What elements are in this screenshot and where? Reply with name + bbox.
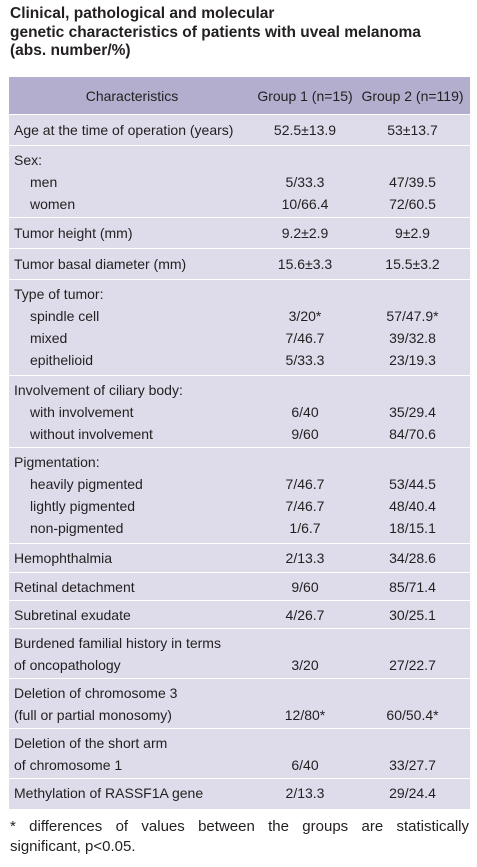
row-label: Methylation of RASSF1A gene	[14, 785, 204, 801]
footnote: * differences of values between the grou…	[10, 818, 469, 855]
group2-value: 84/70.6	[389, 426, 436, 442]
sub-label-light: lightly pigmented	[30, 498, 136, 514]
row-label: Involvement of ciliary body:	[14, 382, 183, 398]
row-label: Type of tumor:	[14, 286, 104, 302]
table-row-pigmentation: Pigmentation: heavily pigmented lightly …	[9, 448, 470, 544]
row-label: Tumor basal diameter (mm)	[14, 256, 187, 272]
row-label-line-2: (full or partial monosomy)	[14, 707, 172, 723]
group2-value: 23/19.3	[389, 352, 436, 368]
table-row-basal-diameter: Tumor basal diameter (mm) 15.6±3.3 15.5±…	[9, 249, 470, 280]
row-label-line-2: of chromosome 1	[14, 757, 123, 773]
row-label-line-2: of oncopathology	[14, 657, 121, 673]
row-label: Sex:	[14, 152, 43, 168]
group1-value: 5/33.3	[285, 352, 325, 368]
title-line-1: Clinical, pathological and molecular	[10, 5, 275, 22]
table-header: Characteristics Group 1 (n=15) Group 2 (…	[9, 77, 470, 115]
row-label-line-1: Deletion of the short arm	[14, 735, 168, 751]
row-label-line-1: Deletion of chromosome 3	[14, 685, 178, 701]
group2-value: 27/22.7	[389, 657, 436, 673]
sub-label-heavy: heavily pigmented	[30, 476, 143, 492]
table-row-age: Age at the time of operation (years) 52.…	[9, 115, 470, 146]
row-label-line-1: Burdened familial history in terms	[14, 635, 221, 651]
group2-value: 53±13.7	[387, 122, 438, 138]
group2-value: 35/29.4	[389, 404, 436, 420]
table-row-tumor-height: Tumor height (mm) 9.2±2.9 9±2.9	[9, 218, 470, 249]
table-title: Clinical, pathological and molecular gen…	[10, 5, 470, 61]
sub-label-epithelioid: epithelioid	[30, 352, 94, 368]
group2-value: 39/32.8	[389, 330, 436, 346]
group1-value: 5/33.3	[285, 174, 325, 190]
group2-value: 33/27.7	[389, 757, 436, 773]
sub-label-spindle: spindle cell	[30, 308, 100, 324]
group2-value: 85/71.4	[389, 579, 436, 595]
group1-value: 10/66.4	[281, 196, 329, 212]
group1-value: 7/46.7	[285, 476, 325, 492]
sub-label-with: with involvement	[30, 404, 134, 420]
sub-label-without: without involvement	[30, 426, 153, 442]
group1-value: 9/60	[291, 426, 319, 442]
table-row-retinal-detachment: Retinal detachment 9/60 85/71.4	[9, 573, 470, 601]
group2-value: 57/47.9*	[386, 308, 439, 324]
group1-value: 3/20*	[288, 308, 322, 324]
group1-value: 12/80*	[284, 707, 326, 723]
row-label: Subretinal exudate	[14, 607, 131, 623]
table-row-chromosome-1: Deletion of the short arm of chromosome …	[9, 729, 470, 779]
group2-value: 72/60.5	[389, 196, 436, 212]
table-row-familial-history: Burdened familial history in terms of on…	[9, 629, 470, 679]
group1-value: 7/46.7	[285, 498, 325, 514]
group2-value: 47/39.5	[389, 174, 436, 190]
table-row-rassf1a: Methylation of RASSF1A gene 2/13.3 29/24…	[9, 779, 470, 809]
characteristics-table: Characteristics Group 1 (n=15) Group 2 (…	[9, 77, 470, 809]
title-line-3: (abs. number/%)	[10, 42, 131, 59]
group1-value: 2/13.3	[285, 550, 325, 566]
sub-label-non: non-pigmented	[30, 520, 124, 536]
header-group2: Group 2 (n=119)	[361, 87, 464, 104]
table-row-subretinal-exudate: Subretinal exudate 4/26.7 30/25.1	[9, 601, 470, 629]
group1-value: 1/6.7	[289, 520, 321, 536]
table-row-ciliary-body: Involvement of ciliary body: with involv…	[9, 376, 470, 448]
header-group1: Group 1 (n=15)	[257, 87, 353, 104]
group2-value: 60/50.4*	[386, 707, 439, 723]
group1-value: 3/20	[291, 657, 319, 673]
table-row-hemophthalmia: Hemophthalmia 2/13.3 34/28.6	[9, 544, 470, 573]
group2-value: 34/28.6	[389, 550, 436, 566]
row-label: Retinal detachment	[14, 579, 135, 595]
row-label: Age at the time of operation (years)	[14, 122, 234, 138]
group2-value: 9±2.9	[395, 225, 430, 241]
group2-value: 18/15.1	[389, 520, 436, 536]
group1-value: 4/26.7	[285, 607, 325, 623]
sub-label-mixed: mixed	[30, 330, 68, 346]
table-row-sex: Sex: men women 5/33.3 10/66.4 47/39.5 72…	[9, 146, 470, 218]
group2-value: 30/25.1	[389, 607, 436, 623]
table-row-tumor-type: Type of tumor: spindle cell mixed epithe…	[9, 280, 470, 376]
header-characteristics: Characteristics	[85, 87, 179, 104]
title-line-2: genetic characteristics of patients with…	[10, 23, 421, 41]
sub-label-women: women	[30, 196, 76, 212]
group2-value: 53/44.5	[389, 476, 436, 492]
row-label: Tumor height (mm)	[14, 225, 133, 241]
group2-value: 15.5±3.2	[385, 256, 440, 272]
group1-value: 9.2±2.9	[281, 225, 329, 241]
group1-value: 2/13.3	[285, 785, 325, 801]
group1-value: 15.6±3.3	[277, 256, 333, 272]
sub-label-men: men	[30, 174, 58, 190]
group2-value: 29/24.4	[389, 785, 436, 801]
group1-value: 6/40	[291, 757, 319, 773]
group1-value: 7/46.7	[285, 330, 325, 346]
table-row-chromosome-3: Deletion of chromosome 3 (full or partia…	[9, 679, 470, 729]
group2-value: 48/40.4	[389, 498, 436, 514]
group1-value: 6/40	[291, 404, 319, 420]
group1-value: 9/60	[291, 579, 319, 595]
group1-value: 52.5±13.9	[273, 122, 337, 138]
row-label: Pigmentation:	[14, 454, 100, 470]
row-label: Hemophthalmia	[14, 550, 113, 566]
